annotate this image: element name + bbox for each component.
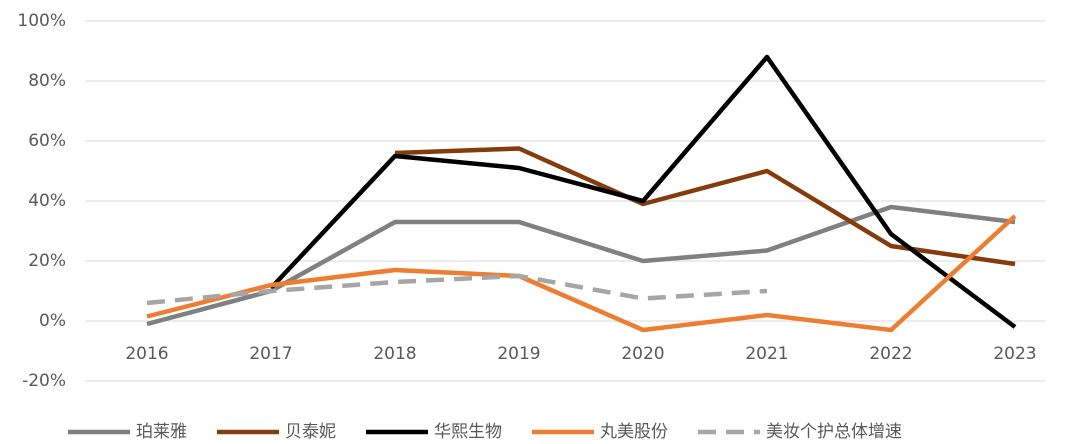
y-tick-label: -20%	[22, 371, 66, 391]
series-line	[269, 54, 1017, 329]
legend-label: 珀莱雅	[136, 422, 187, 442]
x-tick-label: 2018	[373, 344, 416, 364]
x-tick-label: 2020	[621, 344, 664, 364]
legend-label: 贝泰妮	[285, 422, 336, 442]
legend-label: 华熙生物	[434, 422, 502, 442]
x-tick-label: 2017	[249, 344, 292, 364]
series-line	[146, 204, 1016, 327]
y-tick-label: 40%	[28, 191, 66, 211]
y-tick-label: 100%	[17, 11, 66, 31]
x-tick-label: 2019	[497, 344, 540, 364]
x-tick-label: 2021	[745, 344, 788, 364]
y-tick-label: 60%	[28, 131, 66, 151]
legend-label: 美妆个护总体增速	[766, 422, 902, 442]
series-line	[146, 273, 768, 306]
series-line	[146, 214, 1017, 333]
x-tick-label: 2023	[993, 344, 1036, 364]
legend-label: 丸美股份	[600, 422, 668, 442]
y-tick-label: 0%	[39, 311, 66, 331]
y-tick-label: 20%	[28, 251, 66, 271]
y-tick-label: 80%	[28, 71, 66, 91]
x-tick-label: 2016	[125, 344, 168, 364]
x-tick-label: 2022	[869, 344, 912, 364]
